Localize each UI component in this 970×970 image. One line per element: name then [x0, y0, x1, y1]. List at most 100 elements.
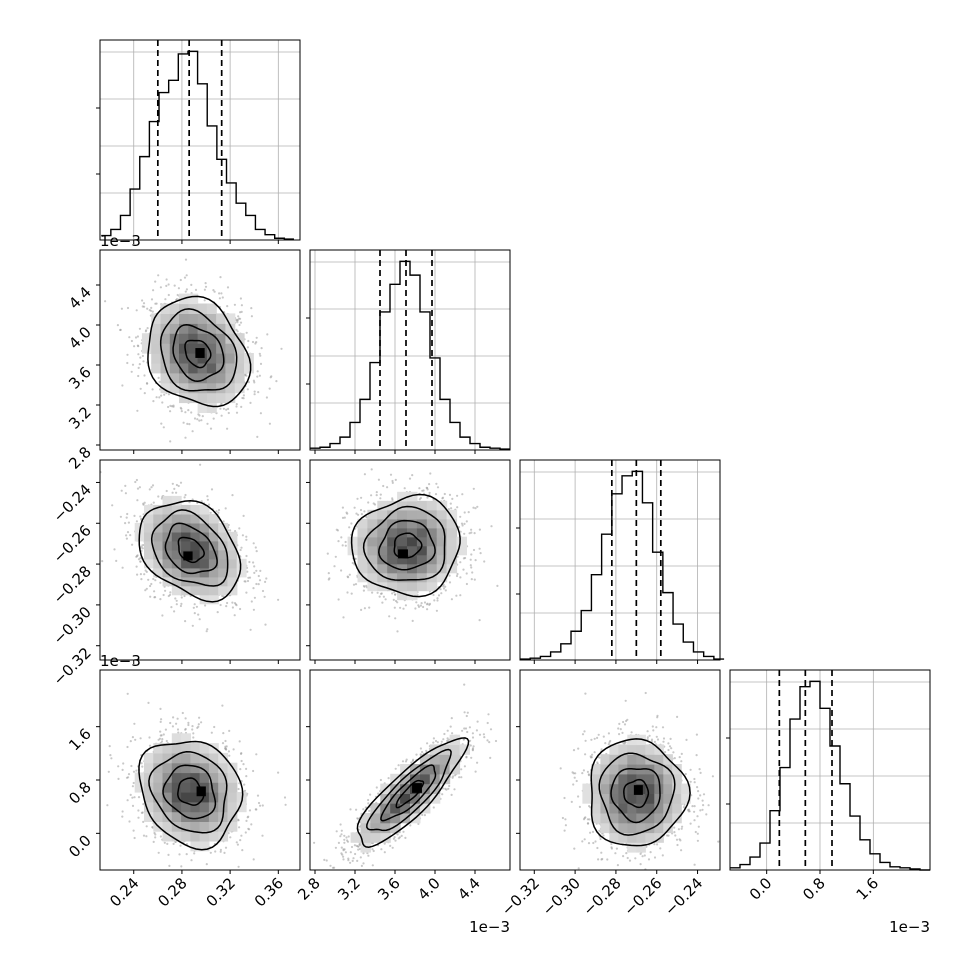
density-cell [446, 518, 458, 529]
density-cell [218, 762, 229, 774]
density-cell [160, 353, 171, 364]
density-cell [188, 353, 199, 364]
density-cell [357, 527, 368, 538]
density-cell [153, 743, 164, 754]
density-cell [225, 323, 236, 334]
density-cell [162, 522, 173, 533]
density-cell [188, 343, 199, 354]
density-cell [390, 803, 401, 814]
x-tick-label: 0.36 [251, 874, 287, 910]
density-cell [234, 382, 245, 394]
contour-level-0 [623, 778, 650, 809]
density-cell [179, 333, 189, 344]
density-cell [397, 509, 408, 520]
density-cell [225, 392, 236, 404]
density-cell [627, 783, 637, 794]
density-cell [190, 576, 201, 587]
density-cell [400, 773, 411, 785]
density-cell [236, 558, 247, 569]
density-cell [197, 362, 208, 374]
density-cell [199, 840, 210, 852]
contour-level-1 [380, 764, 437, 822]
density-cell [225, 353, 236, 364]
density-cell [407, 554, 418, 565]
density-cell [367, 572, 378, 583]
x-offset-text: 1e−3 [889, 918, 930, 936]
density-cell [377, 509, 388, 520]
density-cell [144, 811, 154, 822]
density-cell [171, 549, 182, 560]
density-cell [370, 812, 381, 824]
density-cell [426, 545, 438, 556]
x-tick-label: 0.28 [154, 874, 190, 910]
density-cell [618, 803, 628, 814]
density-cell [426, 563, 438, 574]
density-cell [206, 353, 217, 364]
density-cell [188, 313, 199, 324]
density-cell [218, 540, 229, 551]
density-cell [208, 567, 219, 578]
density-cell [171, 733, 182, 744]
density-cell [387, 500, 398, 511]
density-cell [206, 402, 217, 413]
density-cell [387, 563, 398, 574]
density-cell [645, 773, 655, 785]
density-cell [199, 576, 210, 587]
density-cell [419, 754, 431, 765]
density-cell [190, 772, 201, 783]
density-cell [151, 362, 162, 374]
density-cell [171, 531, 182, 542]
density-cell [181, 513, 191, 524]
hist-panel-3 [726, 669, 931, 874]
density-cell [216, 392, 226, 404]
density-cell [426, 500, 438, 511]
density-cell [410, 773, 421, 785]
density-cell [144, 513, 154, 524]
density-cell [151, 353, 162, 364]
density-cell [426, 509, 438, 520]
mode-cell [196, 786, 206, 797]
density-cell [377, 518, 388, 529]
scatter-panel-3-1 [306, 669, 511, 874]
mode-cell [412, 783, 422, 793]
density-cell [234, 353, 245, 364]
density-cell [160, 333, 171, 344]
density-cell [234, 362, 245, 374]
density-cell [181, 585, 191, 596]
density-cell [681, 783, 691, 794]
density-cell [162, 540, 173, 551]
density-cell [153, 752, 164, 764]
density-cell [357, 545, 368, 556]
density-cell [216, 372, 226, 384]
contour-level-1 [172, 324, 225, 383]
density-cell [151, 343, 162, 354]
density-cell [181, 772, 191, 783]
y-tick-label: 3.2 [65, 403, 95, 433]
density-cell [387, 536, 398, 547]
density-cell [227, 585, 238, 596]
density-cell [377, 500, 388, 511]
x-tick-label: 3.2 [334, 874, 364, 904]
density-cell [206, 362, 217, 374]
density-cell [171, 792, 182, 803]
density-cell [197, 313, 208, 324]
scatter-panel-3-2 [516, 669, 721, 874]
density-cell [400, 764, 411, 775]
density-cell [397, 572, 408, 583]
density-cell [609, 744, 619, 755]
density-cell [171, 513, 182, 524]
density-cell [199, 504, 210, 515]
density-cell [188, 382, 199, 394]
density-cell [227, 772, 238, 783]
x-tick-label: 2.8 [294, 874, 324, 904]
density-cell [199, 567, 210, 578]
density-cell [160, 372, 171, 384]
density-cell [591, 803, 601, 814]
density-cell [190, 840, 201, 852]
density-cell [218, 772, 229, 783]
axes-frame [309, 669, 511, 871]
density-cell [609, 764, 619, 775]
density-cell [672, 773, 682, 785]
density-cell [190, 811, 201, 822]
density-cell [234, 333, 245, 344]
